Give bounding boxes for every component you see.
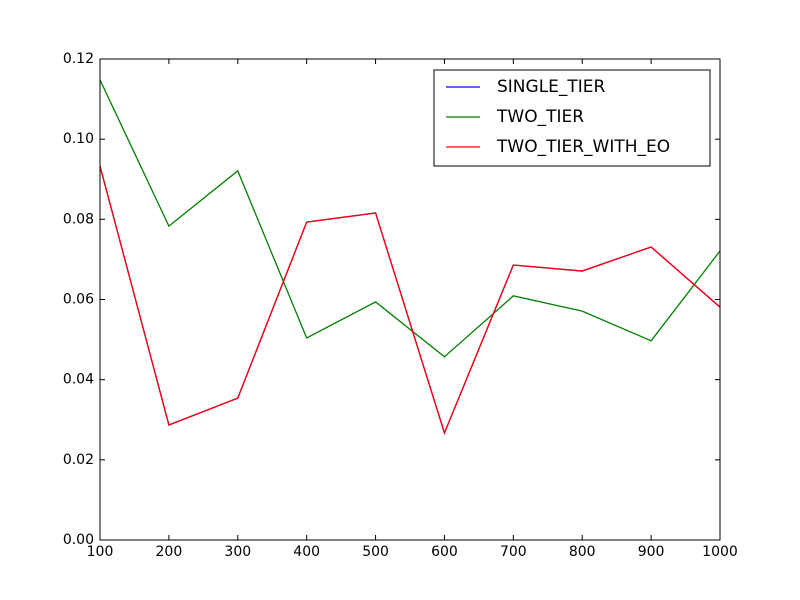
y-tick-label: 0.02 bbox=[63, 452, 94, 468]
x-tick-label: 700 bbox=[500, 544, 527, 560]
x-tick-label: 200 bbox=[156, 544, 183, 560]
legend-label: TWO_TIER bbox=[496, 107, 584, 127]
series-line bbox=[99, 79, 721, 358]
x-tick-label: 800 bbox=[569, 544, 596, 560]
x-tick-label: 600 bbox=[431, 544, 458, 560]
series-line bbox=[99, 165, 721, 435]
y-tick-label: 0.00 bbox=[63, 532, 94, 548]
y-tick-label: 0.08 bbox=[63, 211, 94, 227]
legend-label: SINGLE_TIER bbox=[497, 77, 606, 97]
x-tick-label: 900 bbox=[638, 544, 665, 560]
x-tick-label: 500 bbox=[362, 544, 389, 560]
x-tick-label: 1000 bbox=[702, 544, 738, 560]
x-tick-label: 400 bbox=[293, 544, 320, 560]
y-tick-label: 0.04 bbox=[63, 372, 94, 388]
x-tick-label: 100 bbox=[87, 544, 114, 560]
legend-box bbox=[433, 69, 711, 167]
y-tick-label: 0.12 bbox=[63, 51, 94, 67]
y-tick-label: 0.10 bbox=[63, 131, 94, 147]
legend-label: TWO_TIER_WITH_EO bbox=[496, 137, 670, 157]
x-tick-label: 300 bbox=[224, 544, 251, 560]
plot-frame bbox=[99, 58, 721, 541]
y-tick-label: 0.06 bbox=[63, 292, 94, 308]
